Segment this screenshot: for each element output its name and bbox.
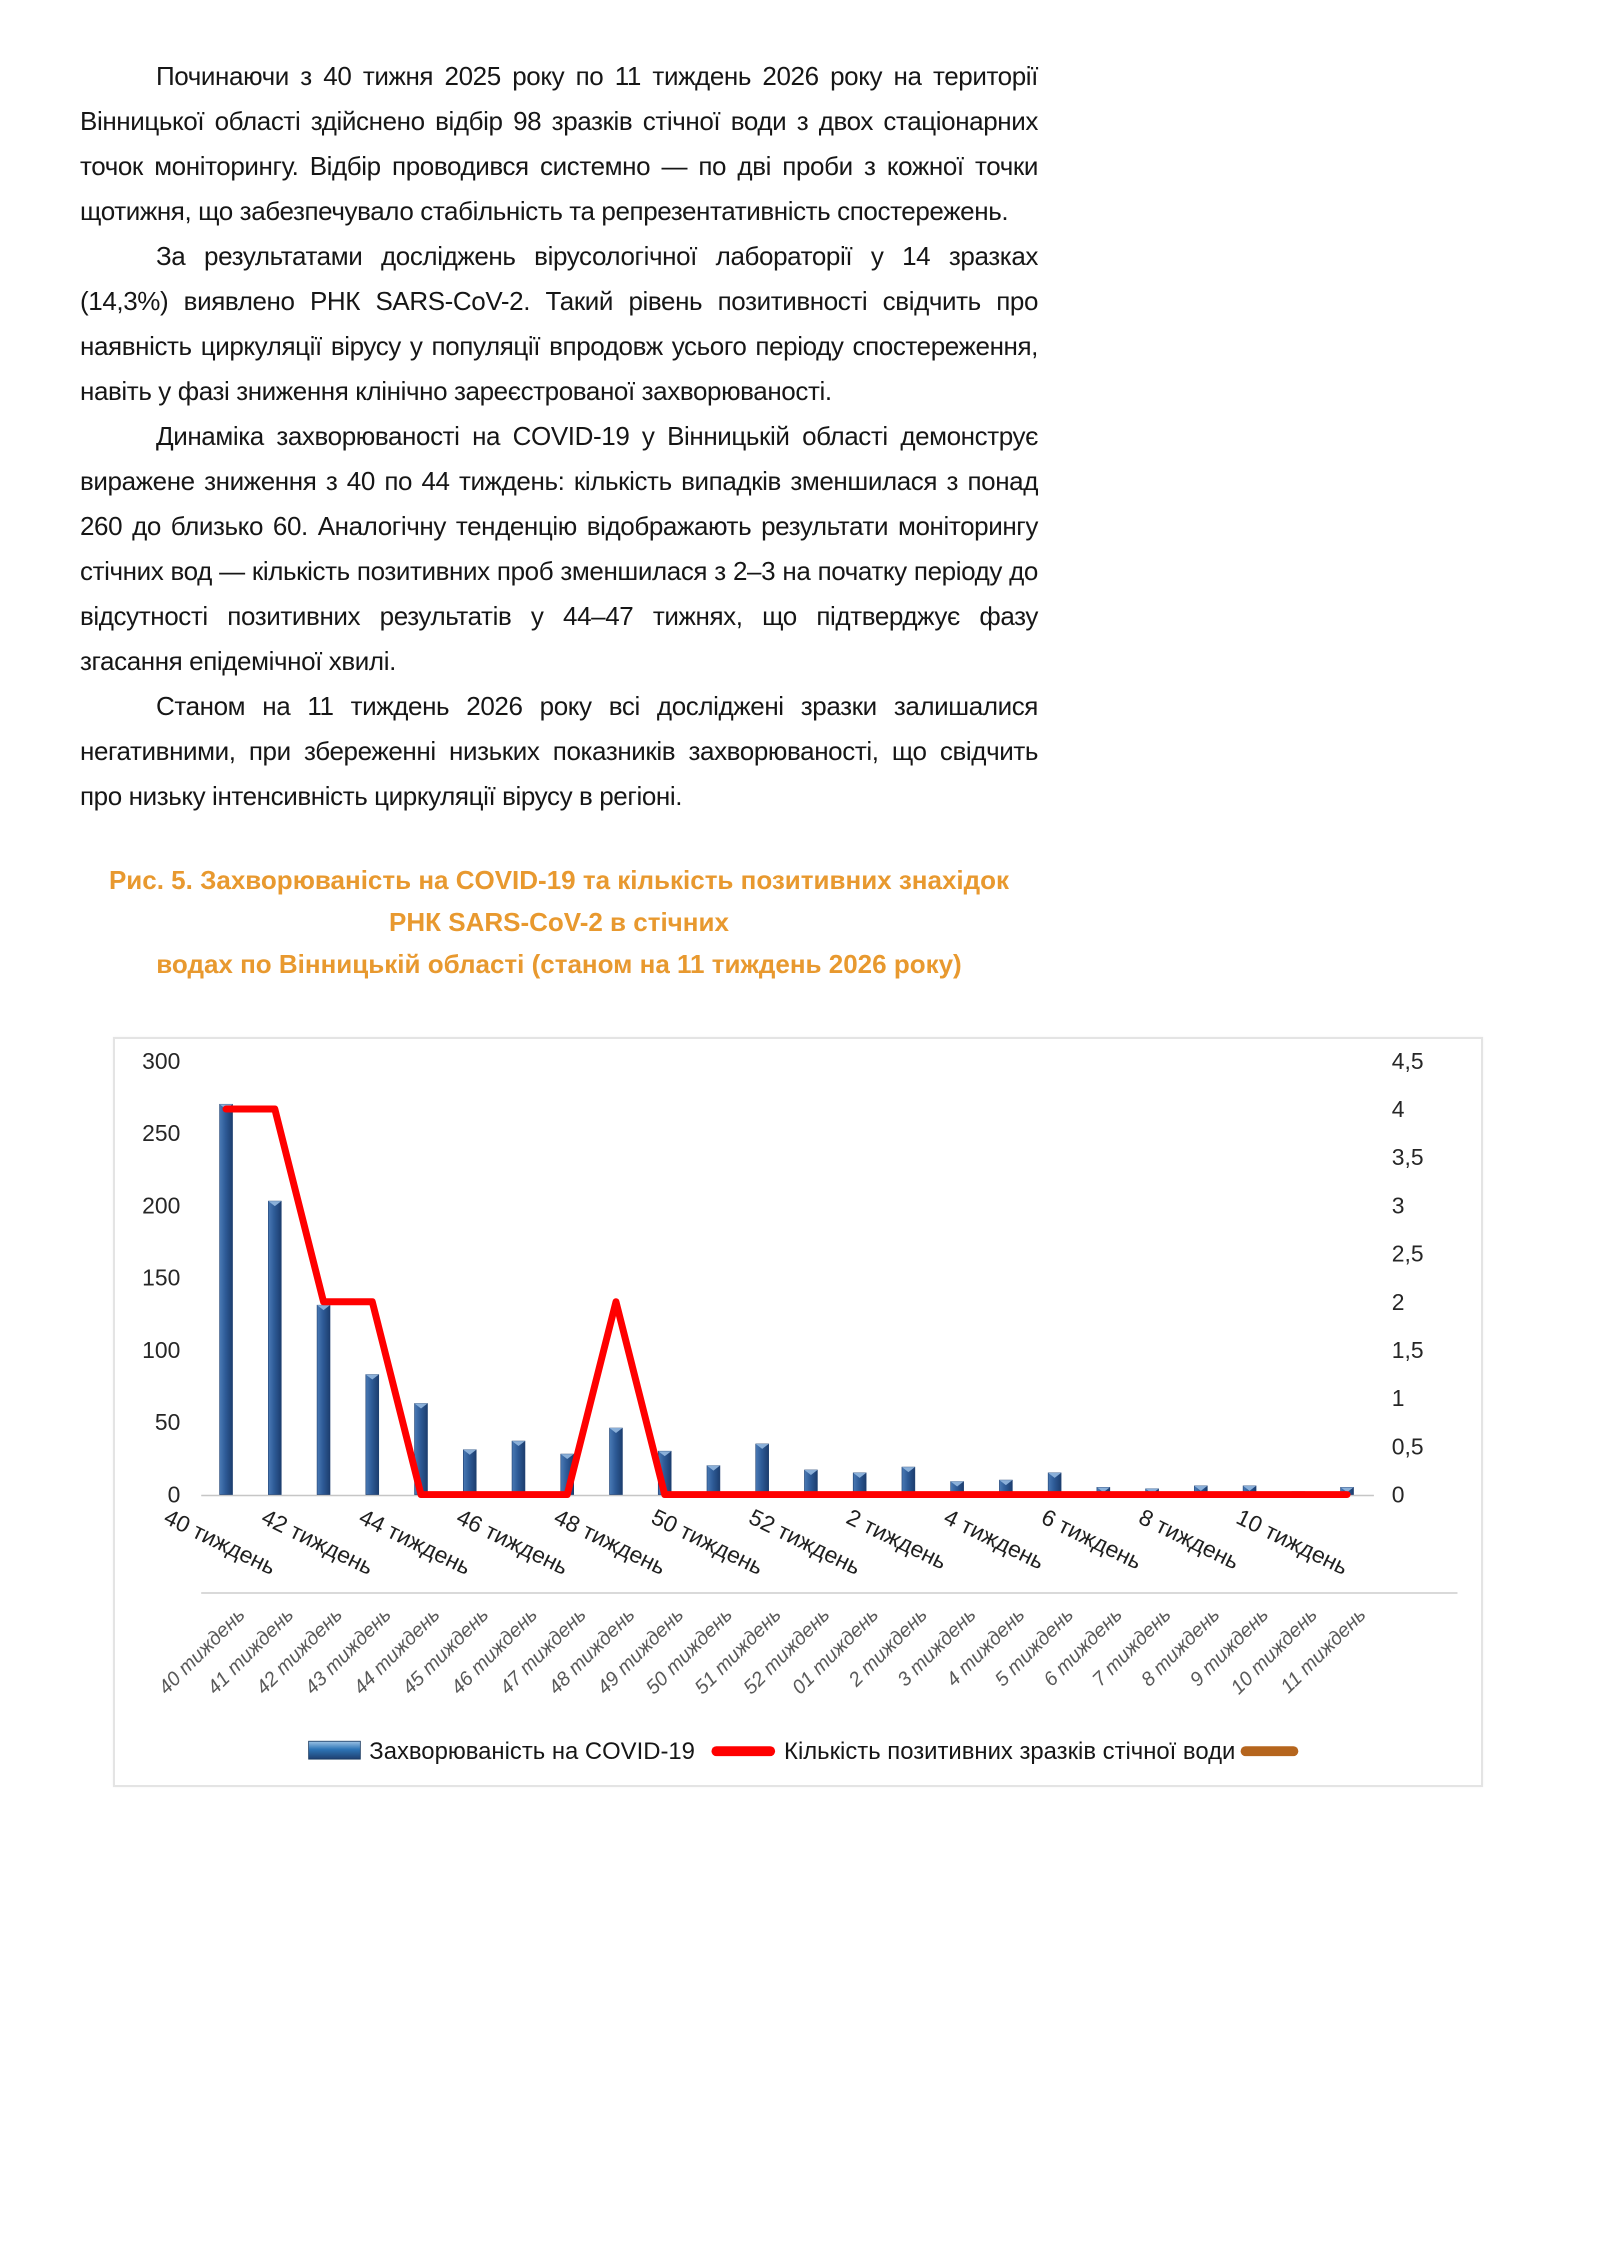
x-axis-primary-label: 48 тиждень [550,1504,670,1580]
bar-top-bevel [706,1465,720,1471]
paragraph-status: Станом на 11 тиждень 2026 року всі дослі… [80,691,1038,811]
bar-top-bevel [1340,1487,1354,1493]
left-axis-tick: 300 [142,1048,180,1074]
bar [755,1443,769,1495]
bar-top-bevel [853,1472,867,1478]
bars-series [219,1103,1354,1495]
right-axis-tick: 2 [1392,1289,1405,1315]
left-axis-tick: 0 [168,1482,181,1508]
bar-top-bevel [512,1441,525,1447]
x-axis-primary-label: 10 тиждень [1232,1504,1352,1580]
right-axis-ticks: 0 0,5 1 1,5 2 2,5 3 3,5 4 4,5 [1392,1048,1424,1508]
bar [316,1304,331,1495]
bar-top-bevel [1096,1487,1110,1493]
right-axis-tick: 4,5 [1392,1048,1424,1074]
bar [511,1440,526,1495]
figure-chart: 0 50 100 150 200 250 300 0 0,5 1 1,5 2 2,5 3 3,5 4 4,5 40… [113,1037,1483,1787]
bar-top-bevel [317,1305,331,1311]
legend-brown-line-swatch [1240,1746,1299,1757]
bar-top-bevel [658,1451,672,1457]
x-axis-primary-label: 8 тиждень [1135,1504,1244,1575]
x-axis-primary-label: 40 тиждень [160,1504,280,1580]
bar [268,1200,282,1495]
figure-caption-line-2: водах по Вінницькій області (станом на 1… [156,949,962,979]
left-axis-tick: 100 [142,1337,180,1363]
bar [462,1449,477,1495]
bar [365,1374,380,1495]
left-axis-tick: 50 [155,1409,180,1435]
body-text: Починаючи з 40 тижня 2025 року по 11 тиж… [80,0,1038,819]
bar [219,1103,233,1495]
bar-top-bevel [1048,1472,1062,1478]
x-axis-primary-label: 50 тиждень [648,1504,768,1580]
bar-top-bevel [414,1403,428,1409]
bar-top-bevel [365,1374,379,1380]
right-axis-tick: 1 [1392,1385,1405,1411]
figure-caption-line-1: Рис. 5. Захворюваність на COVID-19 та кі… [108,865,1010,937]
bar-top-bevel [268,1201,282,1207]
bar [609,1427,623,1495]
x-axis-primary-label: 6 тиждень [1038,1504,1147,1575]
right-axis-tick: 2,5 [1392,1241,1424,1267]
right-axis-tick: 3,5 [1392,1144,1424,1170]
x-axis-primary-label: 44 тиждень [355,1504,475,1580]
right-axis-tick: 0,5 [1392,1433,1424,1459]
paragraph-lab-results: За результатами досліджень вірусологічно… [80,241,1038,406]
bar-top-bevel [901,1467,915,1473]
legend-red-line-swatch [711,1746,776,1757]
left-axis-ticks: 0 50 100 150 200 250 300 [142,1048,180,1508]
right-axis-tick: 1,5 [1392,1337,1424,1363]
paragraph-sampling: Починаючи з 40 тижня 2025 року по 11 тиж… [80,61,1038,226]
left-axis-tick: 250 [142,1120,180,1146]
bar-top-bevel [1194,1485,1208,1491]
right-axis-tick: 0 [1392,1482,1405,1508]
figure-caption: Рис. 5. Захворюваність на COVID-19 та кі… [80,859,1038,985]
left-axis-tick: 200 [142,1192,180,1218]
left-axis-tick: 150 [142,1265,180,1291]
figure-chart-svg: 0 50 100 150 200 250 300 0 0,5 1 1,5 2 2,5 3 3,5 4 4,5 40… [142,1048,1458,1765]
bar-top-bevel [999,1480,1013,1486]
right-axis-tick: 4 [1392,1096,1405,1122]
legend-label-cases: Захворюваність на COVID-19 [369,1738,695,1765]
chart-legend: Захворюваність на COVID-19 Кількість пози… [308,1738,1299,1765]
bar-top-bevel [609,1428,623,1434]
x-axis-primary-label: 46 тиждень [453,1504,573,1580]
x-axis-primary-label: 42 тиждень [258,1504,378,1580]
bar-top-bevel [804,1469,818,1475]
x-axis-primary-label: 4 тиждень [940,1504,1049,1575]
bar-top-bevel [463,1449,477,1455]
bar-top-bevel [950,1481,964,1487]
x-axis-primary-label: 52 тиждень [745,1504,865,1580]
paragraph-dynamics: Динаміка захворюваності на COVID-19 у Ві… [80,421,1038,676]
bar-top-bevel [755,1443,769,1449]
right-axis-tick: 3 [1392,1192,1405,1218]
line-series [222,1105,1351,1499]
bar-top-bevel [1243,1485,1257,1491]
x-axis-secondary-label: 11 тиждень [1277,1604,1371,1698]
legend-bar-swatch [308,1740,361,1760]
bar-top-bevel [560,1454,574,1460]
legend-label-positive-samples: Кількість позитивних зразків стічної вод… [784,1738,1235,1765]
